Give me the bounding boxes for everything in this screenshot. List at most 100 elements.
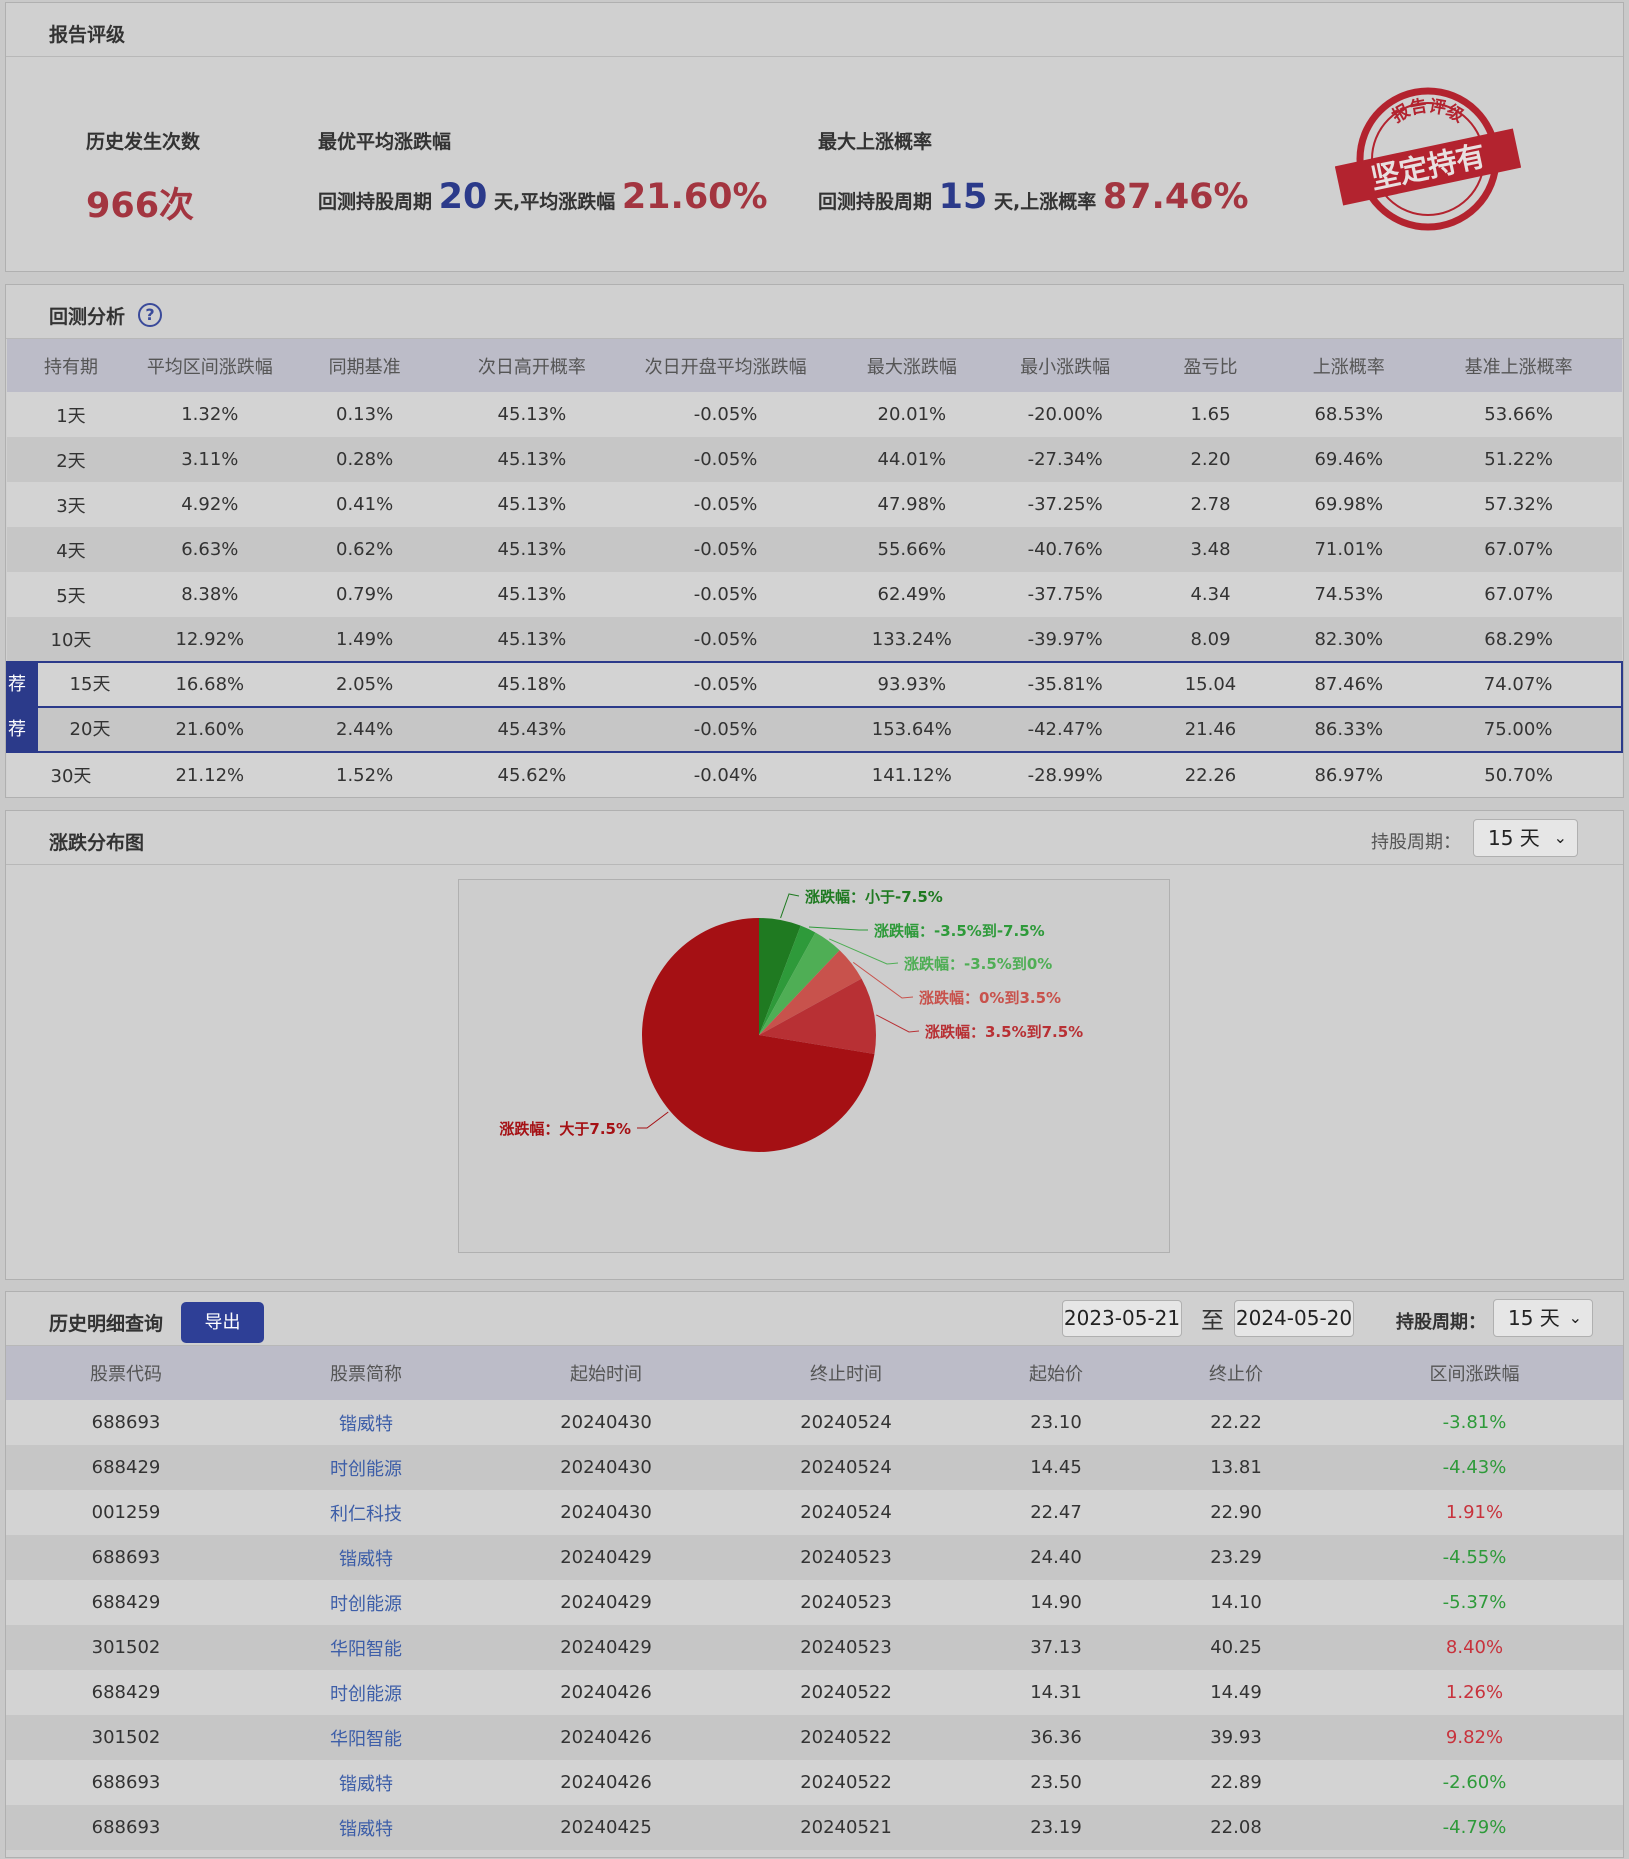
table-row: 001259 利仁科技 20240430 20240524 22.47 22.90 1.91… — [6, 1490, 1623, 1535]
history-period-value: 15 天 — [1508, 1306, 1560, 1330]
best-avg-line: 回测持股周期 20 天,平均涨跌幅 21.60% — [318, 177, 768, 217]
pie-slice-label: 涨跌幅：-3.5%到-7.5% — [874, 922, 1045, 940]
date-to-input[interactable]: 2024-05-20 — [1234, 1300, 1354, 1337]
stock-name-link[interactable]: 时创能源 — [330, 1458, 402, 1480]
backtest-cell: 45.13% — [444, 437, 620, 482]
backtest-cell: -37.25% — [991, 482, 1139, 527]
backtest-cell: -0.05% — [619, 392, 832, 437]
start-date-cell: 20240429 — [560, 1637, 652, 1658]
history-cell: 华阳智能 — [246, 1715, 486, 1760]
end-date-cell: 20240523 — [800, 1547, 892, 1568]
best-avg-days: 20 — [438, 177, 488, 217]
backtest-cell: 153.64% — [831, 706, 992, 753]
start-price-cell: 14.31 — [1030, 1682, 1082, 1703]
table-row: 301502 华阳智能 20240429 20240523 37.13 40.25 8.40… — [6, 1625, 1623, 1670]
pie-slice[interactable] — [642, 918, 875, 1152]
history-table: 股票代码 股票简称 起始时间 终止时间 起始价 终止价 区间涨跌幅 688693… — [6, 1346, 1623, 1850]
backtest-cell: 133.24% — [831, 617, 992, 662]
end-date-cell: 20240523 — [800, 1592, 892, 1613]
distribution-title: 涨跌分布图 — [49, 832, 145, 854]
history-cell: 20240522 — [726, 1715, 966, 1760]
backtest-cell: 55.66% — [831, 527, 992, 572]
end-price-cell: 23.29 — [1210, 1547, 1262, 1568]
pie-leader-line — [780, 893, 800, 919]
pie-slice[interactable] — [759, 950, 862, 1035]
backtest-cell: 22.26 — [1138, 752, 1283, 797]
stock-name-link[interactable]: 锴威特 — [339, 1818, 393, 1840]
backtest-cell: 2.44% — [284, 706, 445, 753]
history-cell: 20240524 — [726, 1400, 966, 1445]
stock-name-link[interactable]: 时创能源 — [330, 1593, 402, 1615]
backtest-cell: 68.53% — [1282, 392, 1416, 437]
pie-slice[interactable] — [759, 978, 876, 1055]
history-cell: 20240522 — [726, 1670, 966, 1715]
stock-code-cell: 688693 — [91, 1412, 161, 1433]
max-up-days: 15 — [938, 177, 988, 217]
pie-leader-line — [852, 961, 914, 999]
col-header: 盈亏比 — [1138, 339, 1283, 392]
backtest-cell: -0.04% — [619, 752, 832, 797]
best-avg-value: 21.60% — [621, 177, 768, 217]
start-date-cell: 20240429 — [560, 1592, 652, 1613]
pie-slice[interactable] — [759, 925, 816, 1035]
backtest-cell: 86.33% — [1282, 706, 1416, 753]
export-button[interactable]: 导出 — [181, 1302, 264, 1343]
history-cell: 20240425 — [486, 1805, 726, 1850]
stock-name-link[interactable]: 华阳智能 — [330, 1728, 402, 1750]
change-cell: -3.81% — [1442, 1412, 1507, 1433]
col-header: 起始价 — [966, 1346, 1146, 1400]
history-cell: 20240429 — [486, 1580, 726, 1625]
start-date-cell: 20240426 — [560, 1772, 652, 1793]
pie-slice[interactable] — [759, 932, 840, 1035]
distribution-header: 涨跌分布图 持股周期： 15 天 ⌄ — [6, 811, 1623, 865]
pie-leader-line — [876, 1014, 920, 1033]
history-cell: 20240523 — [726, 1625, 966, 1670]
backtest-row: 荐 15天 16.68% 2.05% 45.18% -0.05% 93.93% -35.81%… — [6, 661, 1623, 708]
max-up-prefix: 回测持股周期 — [818, 191, 933, 213]
history-panel: 历史明细查询 导出 2023-05-21 至 2024-05-20 持股周期： … — [5, 1291, 1624, 1858]
period-cell: 5天 — [7, 572, 135, 617]
backtest-cell: 45.13% — [444, 527, 620, 572]
backtest-cell: 93.93% — [831, 661, 992, 708]
backtest-cell: 1.49% — [284, 617, 445, 662]
history-header: 历史明细查询 导出 2023-05-21 至 2024-05-20 持股周期： … — [6, 1292, 1623, 1346]
pie-slice[interactable] — [759, 918, 801, 1035]
stock-code-cell: 688429 — [91, 1592, 161, 1613]
recommend-badge: 荐 — [8, 708, 38, 751]
stock-name-link[interactable]: 锴威特 — [339, 1548, 393, 1570]
col-header: 最小涨跌幅 — [991, 339, 1139, 392]
table-row: 301502 华阳智能 20240426 20240522 36.36 39.93 9.82… — [6, 1715, 1623, 1760]
backtest-cell: -42.47% — [991, 706, 1139, 753]
end-date-cell: 20240522 — [800, 1682, 892, 1703]
history-cell: 23.10 — [966, 1400, 1146, 1445]
date-from-input[interactable]: 2023-05-21 — [1062, 1300, 1182, 1337]
history-cell: 20240426 — [486, 1760, 726, 1805]
history-cell: 36.36 — [966, 1715, 1146, 1760]
pie-slice-label: 涨跌幅：0%到3.5% — [919, 989, 1061, 1007]
backtest-cell: 87.46% — [1282, 661, 1416, 708]
history-cell: 688693 — [6, 1760, 246, 1805]
backtest-cell: 12.92% — [134, 617, 285, 662]
history-cell: 688429 — [6, 1670, 246, 1715]
stock-name-link[interactable]: 华阳智能 — [330, 1638, 402, 1660]
backtest-header: 回测分析 ? — [6, 285, 1623, 339]
backtest-cell: 44.01% — [831, 437, 992, 482]
start-price-cell: 14.45 — [1030, 1457, 1082, 1478]
change-cell: 1.91% — [1445, 1502, 1504, 1523]
stock-name-link[interactable]: 锴威特 — [339, 1413, 393, 1435]
stock-name-link[interactable]: 利仁科技 — [330, 1503, 402, 1525]
history-period-select[interactable]: 15 天 ⌄ — [1493, 1299, 1593, 1337]
max-up-mid: 天,上涨概率 — [993, 191, 1097, 213]
period-text: 20天 — [69, 719, 111, 740]
period-select[interactable]: 15 天 ⌄ — [1473, 819, 1578, 857]
backtest-cell: -0.05% — [619, 482, 832, 527]
stock-code-cell: 688429 — [91, 1457, 161, 1478]
question-circle-icon[interactable]: ? — [138, 303, 162, 327]
recommend-badge: 荐 — [8, 663, 38, 706]
stock-code-cell: 301502 — [91, 1637, 161, 1658]
stock-name-link[interactable]: 时创能源 — [330, 1683, 402, 1705]
stock-name-link[interactable]: 锴威特 — [339, 1773, 393, 1795]
backtest-row: 1天 1.32% 0.13% 45.13% -0.05% 20.01% -20.00% 1.6… — [7, 392, 1622, 437]
period-cell: 3天 — [7, 482, 135, 527]
backtest-cell: 74.07% — [1415, 661, 1623, 708]
